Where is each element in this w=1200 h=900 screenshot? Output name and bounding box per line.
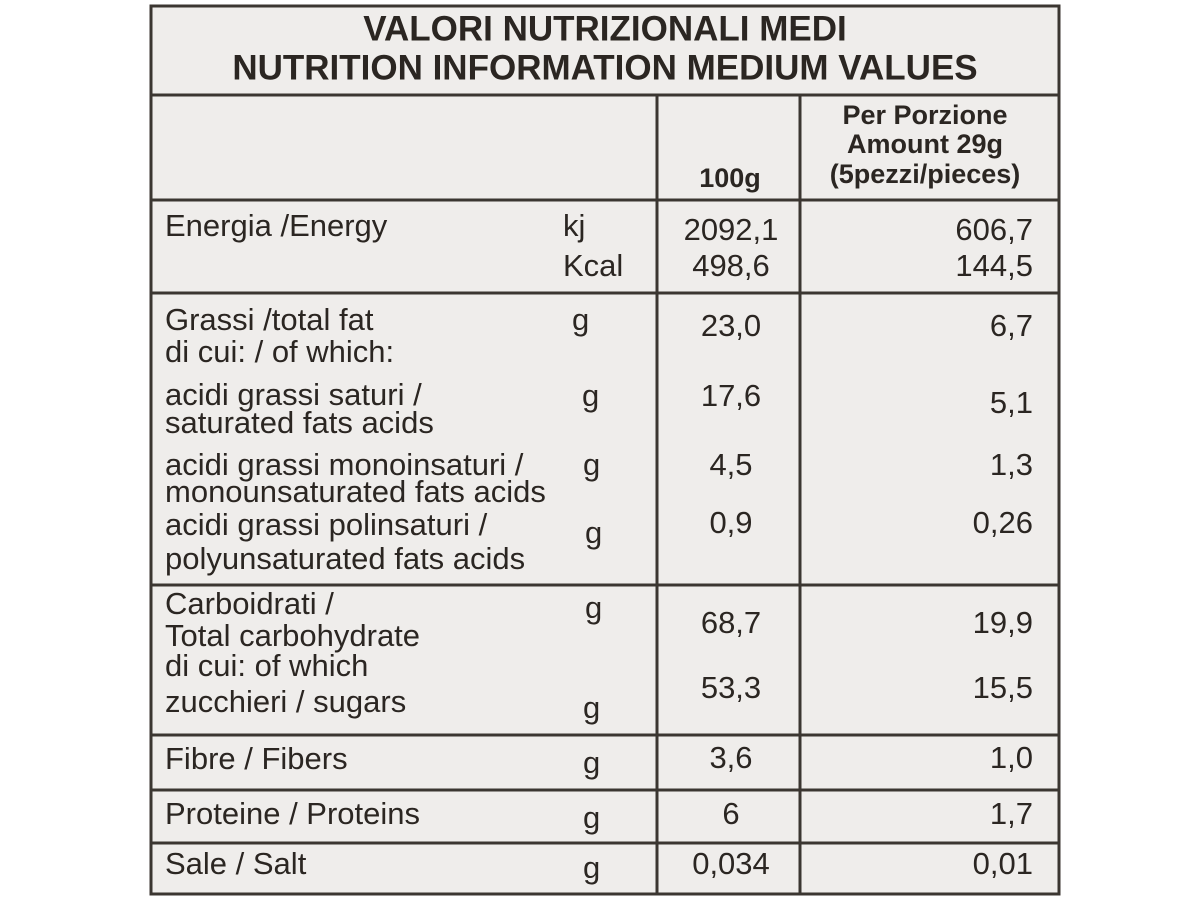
row-label: zucchieri / sugars (165, 684, 406, 719)
row-label: Carboidrati / (165, 586, 334, 621)
unit: Kcal (563, 248, 623, 283)
row-label: di cui: of which (165, 648, 368, 683)
label-box (149, 4, 1061, 896)
value-per-portion: 5,1 (990, 385, 1033, 420)
unit: g (583, 800, 600, 835)
value-per-portion: 15,5 (973, 670, 1033, 705)
value-per-100g: 2092,1 (684, 212, 779, 247)
row-label: acidi grassi polinsaturi / (165, 507, 488, 542)
value-per-portion: 606,7 (955, 212, 1033, 247)
value-per-100g: 17,6 (701, 378, 761, 413)
row-label: di cui: / of which: (165, 334, 394, 369)
value-per-portion: 1,3 (990, 447, 1033, 482)
value-per-portion: 19,9 (973, 605, 1033, 640)
unit: kj (563, 208, 585, 243)
value-per-100g: 4,5 (709, 447, 752, 482)
unit: g (583, 850, 600, 885)
value-per-100g: 498,6 (692, 248, 770, 283)
row-label: polyunsaturated fats acids (165, 541, 525, 576)
row-label: Grassi /total fat (165, 302, 374, 337)
value-per-portion: 144,5 (955, 248, 1033, 283)
row-label: acidi grassi monoinsaturi / (165, 447, 524, 482)
unit: g (583, 690, 600, 725)
row-label: monounsaturated fats acids (165, 474, 546, 509)
row-label: Sale / Salt (165, 846, 307, 881)
row-label: Total carbohydrate (165, 618, 420, 653)
unit: g (572, 302, 589, 337)
row-label: Fibre / Fibers (165, 741, 348, 776)
row-label: Proteine / Proteins (165, 796, 420, 831)
value-per-portion: 6,7 (990, 308, 1033, 343)
column-header: Amount 29g (847, 129, 1003, 159)
column-header: 100g (699, 163, 761, 193)
column-header: (5pezzi/pieces) (830, 159, 1021, 189)
unit: g (583, 447, 600, 482)
unit: g (585, 590, 602, 625)
value-per-100g: 0,9 (709, 505, 752, 540)
value-per-100g: 6 (722, 796, 739, 831)
value-per-100g: 68,7 (701, 605, 761, 640)
title: NUTRITION INFORMATION MEDIUM VALUES (232, 48, 977, 87)
row-label: saturated fats acids (165, 405, 434, 440)
unit: g (585, 515, 602, 550)
row-label: Energia /Energy (165, 208, 388, 243)
row-label: acidi grassi saturi / (165, 377, 422, 412)
value-per-portion: 0,01 (973, 846, 1033, 881)
unit: g (582, 378, 599, 413)
value-per-portion: 1,0 (990, 740, 1033, 775)
column-header: Per Porzione (842, 100, 1007, 130)
title: VALORI NUTRIZIONALI MEDI (363, 9, 847, 48)
value-per-portion: 1,7 (990, 796, 1033, 831)
value-per-100g: 23,0 (701, 308, 761, 343)
value-per-100g: 3,6 (709, 740, 752, 775)
value-per-100g: 53,3 (701, 670, 761, 705)
value-per-100g: 0,034 (692, 846, 770, 881)
unit: g (583, 745, 600, 780)
value-per-portion: 0,26 (973, 505, 1033, 540)
